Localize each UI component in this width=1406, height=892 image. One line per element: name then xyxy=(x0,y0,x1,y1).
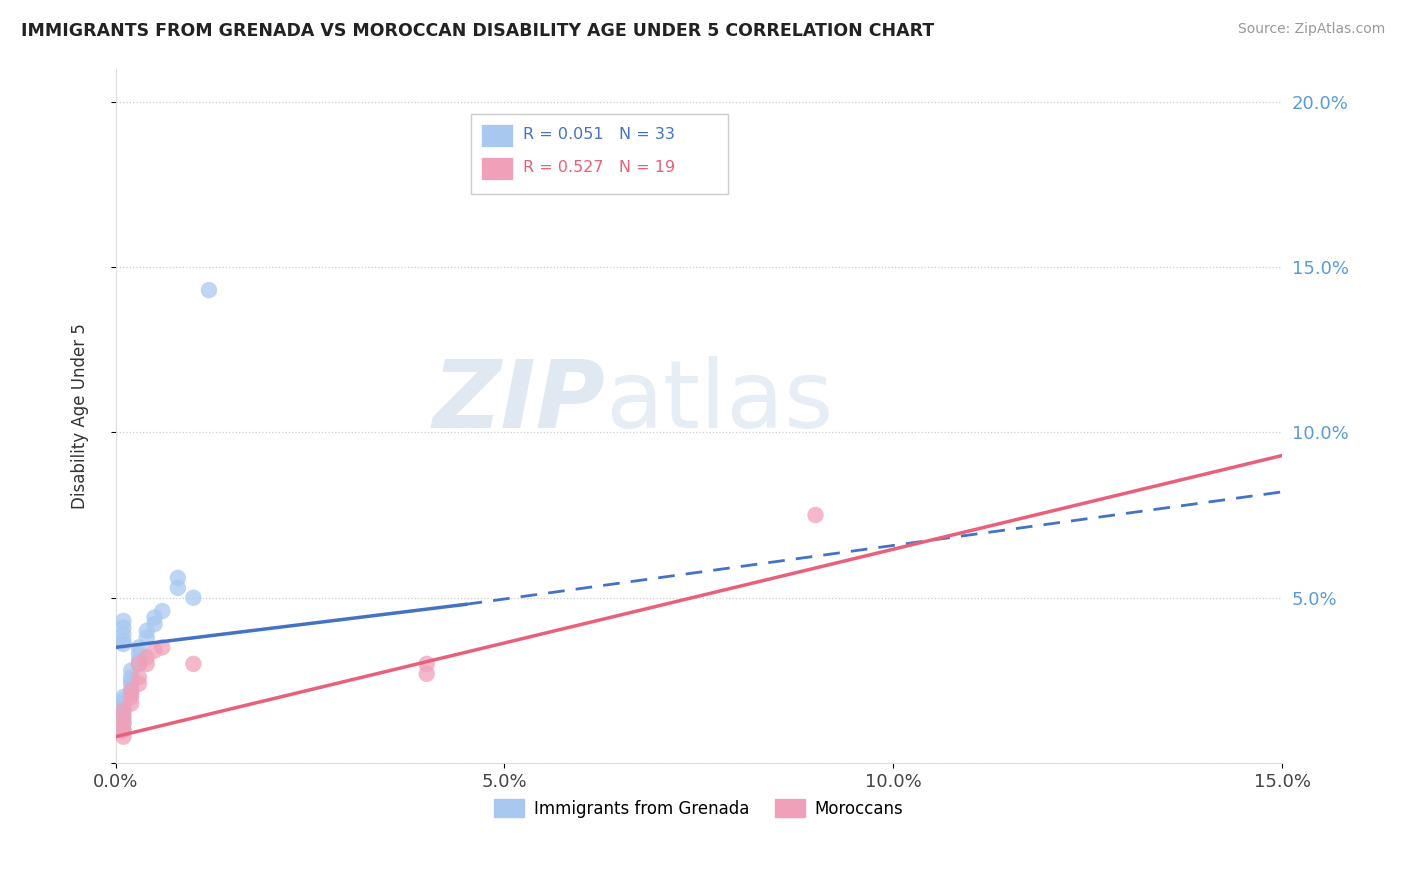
Point xyxy=(135,657,157,671)
Point xyxy=(112,723,135,737)
Point xyxy=(112,730,135,744)
Point xyxy=(120,697,142,711)
Point xyxy=(112,703,135,717)
Point xyxy=(112,693,135,707)
Point xyxy=(112,716,135,731)
Point xyxy=(112,716,135,731)
Text: ZIP: ZIP xyxy=(433,356,606,448)
Point xyxy=(150,604,173,618)
FancyBboxPatch shape xyxy=(481,124,513,147)
Point xyxy=(135,631,157,645)
Point xyxy=(128,654,150,668)
Point xyxy=(120,683,142,698)
Point xyxy=(112,713,135,727)
Text: R = 0.527   N = 19: R = 0.527 N = 19 xyxy=(523,161,675,176)
Point xyxy=(183,591,205,605)
Text: atlas: atlas xyxy=(606,356,834,448)
Point xyxy=(112,637,135,651)
Point xyxy=(128,670,150,684)
Point xyxy=(120,673,142,688)
Point xyxy=(112,627,135,641)
Point xyxy=(804,508,827,522)
Point xyxy=(143,617,166,632)
Point xyxy=(415,666,437,681)
Point xyxy=(120,683,142,698)
Point xyxy=(135,624,157,638)
Point xyxy=(128,657,150,671)
Point xyxy=(415,657,437,671)
Point xyxy=(198,283,221,297)
Point xyxy=(112,614,135,628)
Point xyxy=(120,687,142,701)
FancyBboxPatch shape xyxy=(471,113,728,194)
Point xyxy=(112,706,135,721)
Point xyxy=(112,690,135,704)
Point xyxy=(112,697,135,711)
Point xyxy=(112,633,135,648)
FancyBboxPatch shape xyxy=(481,157,513,179)
Point xyxy=(112,699,135,714)
Point xyxy=(166,581,188,595)
Point xyxy=(128,647,150,661)
Point xyxy=(120,677,142,691)
Point xyxy=(112,710,135,724)
Point xyxy=(166,571,188,585)
Point xyxy=(135,650,157,665)
Point xyxy=(128,677,150,691)
Point xyxy=(128,640,150,655)
Point xyxy=(112,723,135,737)
Legend: Immigrants from Grenada, Moroccans: Immigrants from Grenada, Moroccans xyxy=(488,793,910,824)
Text: R = 0.051   N = 33: R = 0.051 N = 33 xyxy=(523,127,675,142)
Point xyxy=(112,620,135,634)
Point xyxy=(120,690,142,704)
Point xyxy=(120,664,142,678)
Point xyxy=(150,640,173,655)
Point xyxy=(143,643,166,657)
Y-axis label: Disability Age Under 5: Disability Age Under 5 xyxy=(72,323,89,508)
Text: Source: ZipAtlas.com: Source: ZipAtlas.com xyxy=(1237,22,1385,37)
Point xyxy=(183,657,205,671)
Point xyxy=(120,670,142,684)
Point xyxy=(143,610,166,624)
Point xyxy=(112,703,135,717)
Text: IMMIGRANTS FROM GRENADA VS MOROCCAN DISABILITY AGE UNDER 5 CORRELATION CHART: IMMIGRANTS FROM GRENADA VS MOROCCAN DISA… xyxy=(21,22,935,40)
Point xyxy=(128,657,150,671)
